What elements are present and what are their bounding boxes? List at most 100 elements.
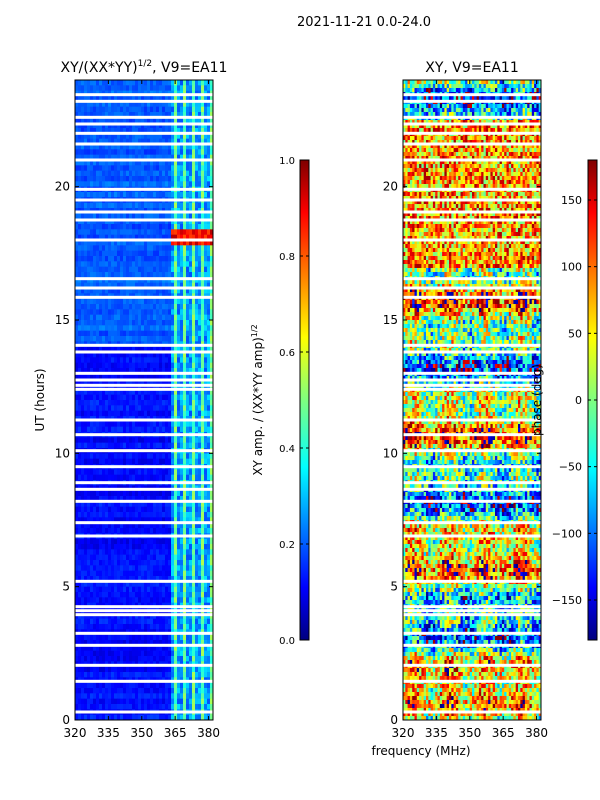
heatmap-cell [78, 490, 82, 497]
heatmap-cell [150, 426, 154, 433]
heatmap-cell [183, 357, 187, 364]
heatmap-cell [210, 426, 214, 433]
heatmap-cell [195, 368, 199, 374]
heatmap-cell [174, 522, 178, 529]
heatmap-cell [162, 149, 166, 156]
heatmap-cell [186, 218, 190, 225]
heatmap-cell [84, 576, 88, 582]
heatmap-cell [78, 213, 82, 220]
heatmap-cell [174, 586, 178, 593]
heatmap-cell [84, 613, 88, 620]
heatmap-cell [207, 85, 211, 92]
heatmap-cell [171, 106, 175, 113]
heatmap-cell [126, 261, 130, 268]
heatmap-cell [162, 501, 166, 508]
heatmap-cell [156, 176, 160, 182]
heatmap-cell [189, 490, 193, 497]
heatmap-cell [174, 112, 178, 118]
heatmap-cell [183, 144, 187, 150]
heatmap-cell [81, 213, 85, 220]
heatmap-cell [114, 560, 118, 566]
heatmap-cell [78, 192, 82, 198]
heatmap-cell [120, 544, 124, 550]
heatmap-cell [150, 181, 154, 188]
heatmap-cell [78, 496, 82, 502]
heatmap-cell [153, 336, 157, 342]
heatmap-cell [165, 192, 169, 198]
heatmap-cell [132, 565, 136, 572]
heatmap-cell [201, 613, 205, 620]
heatmap-cell [171, 400, 175, 406]
heatmap-cell [105, 560, 109, 566]
heatmap-cell [114, 469, 118, 476]
heatmap-cell [189, 106, 193, 113]
heatmap-cell [75, 266, 79, 273]
heatmap-cell [129, 650, 133, 657]
heatmap-cell [186, 618, 190, 625]
heatmap-cell [114, 170, 118, 177]
heatmap-cell [93, 320, 97, 326]
heatmap-cell [99, 160, 103, 166]
heatmap-cell [141, 250, 145, 257]
heatmap-cell [183, 213, 187, 220]
heatmap-cell [192, 384, 196, 390]
heatmap-cell [108, 192, 112, 198]
heatmap-cell [204, 496, 208, 502]
heatmap-cell [180, 576, 184, 582]
heatmap-cell [159, 368, 163, 374]
heatmap-cell [78, 453, 82, 460]
heatmap-cell [81, 170, 85, 177]
left-heatmap [75, 80, 214, 721]
heatmap-cell [144, 170, 148, 177]
heatmap-cell [75, 597, 79, 604]
heatmap-cell [144, 304, 148, 310]
heatmap-cell [123, 618, 127, 625]
heatmap-cell [165, 586, 169, 593]
heatmap-cell [207, 405, 211, 412]
heatmap-cell [183, 304, 187, 310]
heatmap-cell [198, 613, 202, 620]
heatmap-cell [189, 640, 193, 646]
heatmap-cell [117, 512, 121, 518]
heatmap-cell [84, 426, 88, 433]
heatmap-cell [168, 362, 172, 369]
heatmap-cell [207, 624, 211, 630]
heatmap-cell [189, 224, 193, 230]
heatmap-cell [81, 320, 85, 326]
heatmap-cell [165, 522, 169, 529]
heatmap-cell [204, 250, 208, 257]
heatmap-cell [126, 133, 130, 140]
heatmap-cell [186, 117, 190, 124]
heatmap-cell [186, 496, 190, 502]
heatmap-cell [126, 426, 130, 433]
heatmap-cell [159, 394, 163, 401]
heatmap-cell [111, 512, 115, 518]
heatmap-cell [156, 304, 160, 310]
heatmap-cell [111, 282, 115, 289]
heatmap-cell [204, 80, 208, 86]
heatmap-cell [123, 474, 127, 481]
heatmap-cell [168, 458, 172, 465]
heatmap-cell [75, 389, 79, 396]
heatmap-cell [105, 309, 109, 316]
heatmap-cell [204, 133, 208, 140]
heatmap-cell [195, 336, 199, 342]
heatmap-cell [147, 250, 151, 257]
heatmap-cell [198, 373, 202, 380]
heatmap-cell [165, 144, 169, 150]
heatmap-cell [174, 330, 178, 337]
heatmap-cell [165, 314, 169, 321]
heatmap-cell [144, 624, 148, 630]
heatmap-cell [153, 581, 157, 588]
heatmap-cell [183, 554, 187, 561]
heatmap-cell [204, 389, 208, 396]
heatmap-cell [171, 352, 175, 358]
heatmap-cell [111, 80, 115, 86]
heatmap-cell [135, 288, 139, 294]
heatmap-cell [117, 458, 121, 465]
heatmap-cell [120, 154, 124, 161]
heatmap-cell [156, 517, 160, 524]
heatmap-cell [198, 309, 202, 316]
heatmap-cell [159, 496, 163, 502]
heatmap-cell [93, 613, 97, 620]
